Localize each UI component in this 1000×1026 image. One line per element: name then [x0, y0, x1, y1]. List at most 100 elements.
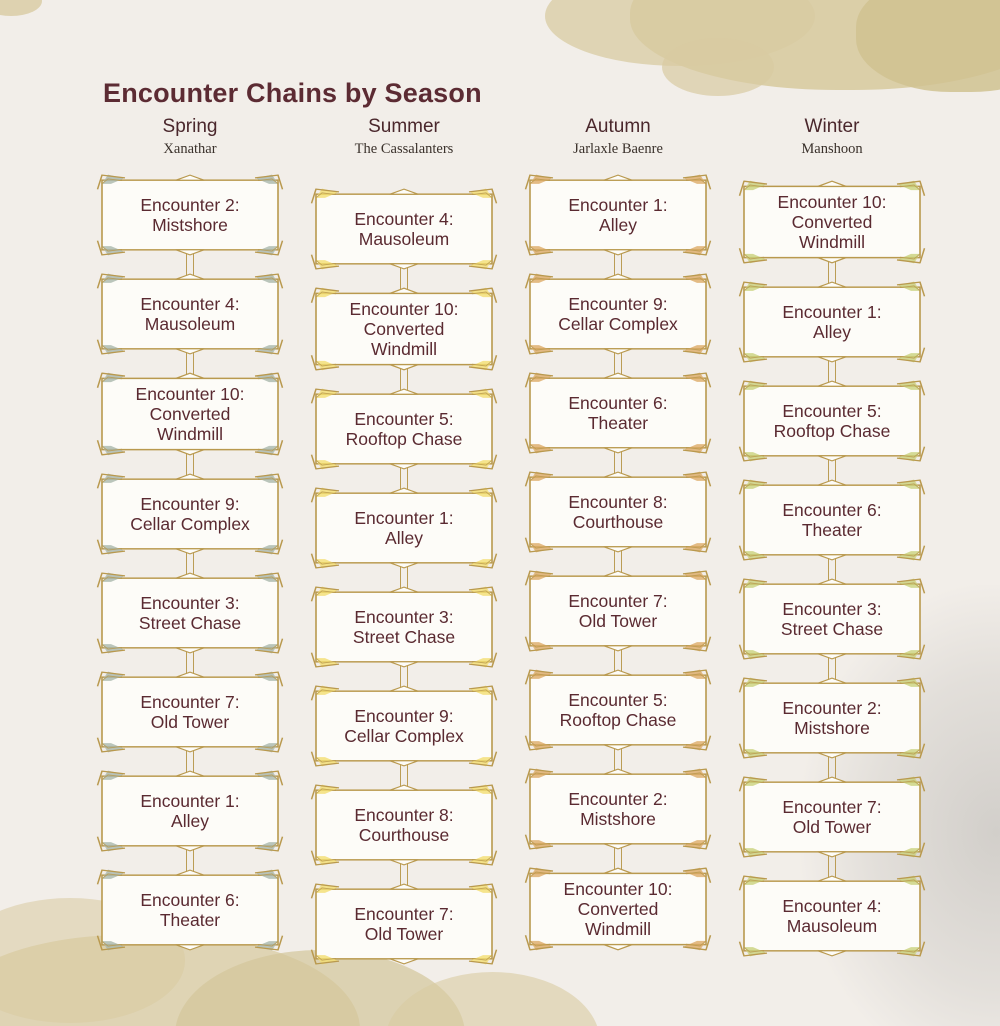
encounter-label: Encounter 10: Converted Windmill — [757, 192, 907, 252]
encounter-name: Rooftop Chase — [773, 421, 891, 441]
season-column-summer: Summer The Cassalanters — [310, 116, 498, 965]
villain-name: Xanathar — [163, 141, 217, 157]
encounter-box: Encounter 8: Courthouse — [310, 784, 498, 866]
watercolor-stain-top-left — [0, 0, 42, 16]
encounter-name: Converted Windmill — [577, 899, 659, 939]
season-column-autumn: Autumn Jarlaxle Baenre — [524, 116, 712, 963]
encounter-number: Encounter 2: — [140, 195, 240, 215]
encounter-label: Encounter 5: Rooftop Chase — [774, 401, 891, 441]
encounter-name: Theater — [801, 520, 863, 540]
chain-connector — [614, 353, 622, 374]
encounter-box: Encounter 1: Alley — [310, 487, 498, 569]
encounter-name: Theater — [159, 910, 221, 930]
encounter-box: Encounter 1: Alley — [738, 281, 926, 363]
encounter-number: Encounter 3: — [140, 593, 240, 613]
chain-connector — [828, 460, 836, 481]
encounter-box: Encounter 4: Mausoleum — [738, 875, 926, 957]
encounter-name: Alley — [171, 811, 209, 831]
encounter-box: Encounter 6: Theater — [738, 479, 926, 561]
encounter-name: Converted Windmill — [363, 319, 445, 359]
encounter-box: Encounter 7: Old Tower — [310, 883, 498, 965]
encounter-number: Encounter 2: — [782, 698, 882, 718]
chain-connector — [400, 268, 408, 289]
encounter-box: Encounter 2: Mistshore — [524, 768, 712, 850]
encounter-name: Cellar Complex — [558, 314, 678, 334]
encounter-name: Alley — [599, 215, 637, 235]
encounter-label: Encounter 2: Mistshore — [140, 195, 239, 235]
encounter-name: Old Tower — [578, 611, 658, 631]
encounter-box: Encounter 5: Rooftop Chase — [738, 380, 926, 462]
chain-connector — [614, 551, 622, 572]
season-title: Winter — [804, 116, 860, 137]
encounter-label: Encounter 9: Cellar Complex — [558, 294, 678, 334]
encounter-number: Encounter 6: — [568, 393, 668, 413]
chain-connector — [400, 369, 408, 390]
encounter-box: Encounter 4: Mausoleum — [310, 188, 498, 270]
encounter-number: Encounter 3: — [782, 599, 882, 619]
encounter-number: Encounter 7: — [354, 904, 454, 924]
season-title: Summer — [368, 116, 440, 137]
encounter-number: Encounter 9: — [354, 706, 454, 726]
encounter-number: Encounter 2: — [568, 789, 668, 809]
encounter-name: Alley — [813, 322, 851, 342]
encounter-number: Encounter 9: — [568, 294, 668, 314]
encounter-number: Encounter 8: — [354, 805, 454, 825]
encounter-box: Encounter 9: Cellar Complex — [524, 273, 712, 355]
page-title: Encounter Chains by Season — [103, 78, 482, 109]
encounter-box: Encounter 6: Theater — [96, 869, 284, 951]
encounter-box: Encounter 1: Alley — [524, 174, 712, 256]
encounter-number: Encounter 1: — [568, 195, 668, 215]
chain-connector — [400, 765, 408, 786]
season-columns: Spring Xanathar — [0, 116, 1000, 965]
encounter-name: Alley — [385, 528, 423, 548]
chain-connector — [828, 262, 836, 283]
encounter-number: Encounter 1: — [140, 791, 240, 811]
watercolor-stain-top — [545, 0, 815, 66]
chain-connector — [614, 749, 622, 770]
encounter-box: Encounter 4: Mausoleum — [96, 273, 284, 355]
watercolor-stain-top — [662, 38, 774, 96]
encounter-label: Encounter 4: Mausoleum — [782, 896, 881, 936]
encounter-number: Encounter 10: — [563, 879, 673, 899]
chain-connector — [186, 254, 194, 275]
encounter-number: Encounter 10: — [135, 384, 245, 404]
chain-connector — [400, 567, 408, 588]
encounter-label: Encounter 6: Theater — [568, 393, 667, 433]
encounter-label: Encounter 1: Alley — [354, 508, 453, 548]
encounter-number: Encounter 4: — [140, 294, 240, 314]
chain-connector — [828, 559, 836, 580]
chain-connector — [400, 666, 408, 687]
chain-connector — [186, 553, 194, 574]
encounter-box: Encounter 3: Street Chase — [310, 586, 498, 668]
encounter-label: Encounter 3: Street Chase — [353, 607, 455, 647]
encounter-number: Encounter 3: — [354, 607, 454, 627]
encounter-label: Encounter 7: Old Tower — [568, 591, 667, 631]
encounter-name: Converted Windmill — [149, 404, 231, 444]
encounter-box: Encounter 10: Converted Windmill — [96, 372, 284, 456]
chain-connector — [614, 452, 622, 473]
chain-connector — [186, 652, 194, 673]
chain-connector — [828, 361, 836, 382]
encounter-name: Mausoleum — [786, 916, 878, 936]
villain-name: The Cassalanters — [354, 141, 454, 157]
encounter-name: Courthouse — [572, 512, 664, 532]
encounter-label: Encounter 7: Old Tower — [354, 904, 453, 944]
encounter-box: Encounter 5: Rooftop Chase — [524, 669, 712, 751]
encounter-box: Encounter 6: Theater — [524, 372, 712, 454]
encounter-name: Mausoleum — [144, 314, 236, 334]
encounter-number: Encounter 10: — [777, 192, 887, 212]
encounter-box: Encounter 1: Alley — [96, 770, 284, 852]
chain-connector — [614, 848, 622, 869]
encounter-number: Encounter 1: — [354, 508, 454, 528]
encounter-label: Encounter 2: Mistshore — [782, 698, 881, 738]
encounter-label: Encounter 10: Converted Windmill — [543, 879, 693, 939]
encounter-name: Mausoleum — [358, 229, 450, 249]
encounter-chain: Encounter 4: Mausoleum — [310, 188, 498, 965]
encounter-box: Encounter 2: Mistshore — [738, 677, 926, 759]
watercolor-stain-top — [630, 0, 1000, 90]
encounter-name: Mistshore — [580, 809, 656, 829]
encounter-label: Encounter 1: Alley — [568, 195, 667, 235]
watercolor-stain-bottom — [385, 972, 600, 1026]
encounter-name: Old Tower — [364, 924, 444, 944]
encounter-label: Encounter 7: Old Tower — [782, 797, 881, 837]
